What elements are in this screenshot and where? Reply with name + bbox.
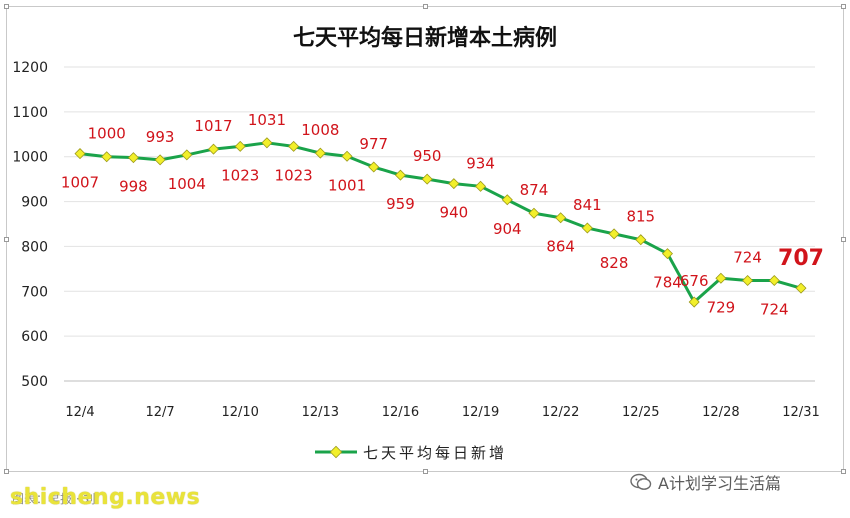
data-label: 1004 <box>168 175 206 193</box>
x-tick-label: 12/31 <box>782 405 819 420</box>
data-point-marker <box>635 234 647 246</box>
data-label: 828 <box>600 254 629 272</box>
wechat-watermark: A计划学习生活篇 <box>630 470 781 494</box>
resize-handle-bottom-left[interactable] <box>4 469 9 474</box>
data-label: 904 <box>493 220 522 238</box>
x-tick-label: 12/16 <box>382 405 419 420</box>
resize-handle-top-right[interactable] <box>841 4 846 9</box>
data-label: 784 <box>653 274 682 292</box>
x-tick-label: 12/10 <box>221 405 258 420</box>
data-label: 729 <box>707 298 736 316</box>
chart-title: 七天平均每日新增本土病例 <box>293 25 557 51</box>
y-tick-label: 1000 <box>12 150 48 166</box>
legend: 七天平均每日新增 <box>315 444 507 462</box>
data-label: 940 <box>440 204 469 222</box>
data-label: 864 <box>546 238 575 256</box>
data-label: 841 <box>573 196 602 214</box>
data-label: 1001 <box>328 176 366 194</box>
data-label: 1023 <box>221 166 259 184</box>
data-label: 815 <box>626 208 655 226</box>
data-point-marker <box>528 207 540 219</box>
data-point-marker <box>261 137 273 149</box>
data-point-marker <box>181 149 193 161</box>
wechat-account-name: A计划学习生活篇 <box>658 474 781 493</box>
data-label: 676 <box>680 272 709 290</box>
x-tick-label: 12/22 <box>542 405 579 420</box>
data-point-marker <box>581 222 593 234</box>
data-label: 724 <box>760 301 789 319</box>
y-tick-label: 500 <box>21 374 48 390</box>
data-point-marker <box>768 275 780 287</box>
resize-handle-left[interactable] <box>4 237 9 242</box>
data-label: 1023 <box>275 166 313 184</box>
data-point-marker <box>101 151 113 163</box>
resize-handle-bottom[interactable] <box>423 469 428 474</box>
data-point-marker <box>154 154 166 166</box>
data-point-marker <box>341 150 353 162</box>
x-tick-label: 12/13 <box>302 405 339 420</box>
chart-frame <box>4 4 846 474</box>
data-point-marker <box>742 275 754 287</box>
series-line <box>74 137 807 308</box>
data-label: 724 <box>733 249 762 267</box>
data-point-marker <box>74 148 86 160</box>
data-point-marker <box>314 147 326 159</box>
resize-handle-right[interactable] <box>841 237 846 242</box>
series-line-path <box>79 141 802 304</box>
resize-handle-top[interactable] <box>423 4 428 9</box>
data-point-marker <box>501 194 513 206</box>
legend-marker-swatch <box>329 445 343 459</box>
data-label: 1008 <box>301 121 339 139</box>
data-labels: 1007 1000 998 993 1004 1017 1023 1031 1023 1008 10… <box>61 111 824 319</box>
x-tick-label: 12/4 <box>65 405 94 420</box>
data-point-marker <box>608 228 620 240</box>
data-point-marker <box>368 161 380 173</box>
data-label: 1017 <box>194 117 232 135</box>
data-point-marker <box>715 272 727 284</box>
data-point-marker <box>448 178 460 190</box>
data-point-marker <box>394 169 406 181</box>
y-tick-label: 800 <box>21 239 48 255</box>
legend-label: 七天平均每日新增 <box>363 444 507 462</box>
site-watermark: shicheng.news <box>10 485 201 510</box>
wechat-icon <box>630 473 652 490</box>
resize-handle-bottom-right[interactable] <box>841 469 846 474</box>
x-tick-label: 12/19 <box>462 405 499 420</box>
data-point-marker <box>688 296 700 308</box>
x-tick-label: 12/7 <box>146 405 175 420</box>
data-label: 959 <box>386 195 415 213</box>
y-tick-label: 1200 <box>12 60 48 76</box>
data-label: 998 <box>119 178 148 196</box>
data-label: 977 <box>359 135 388 153</box>
data-label: 934 <box>466 154 495 172</box>
data-label: 1031 <box>248 111 286 129</box>
data-label-latest: 707 <box>778 246 824 271</box>
data-point-marker <box>288 140 300 152</box>
data-point-marker <box>795 282 807 294</box>
data-point-marker <box>234 140 246 152</box>
data-point-marker <box>555 212 567 224</box>
y-tick-label: 900 <box>21 195 48 211</box>
data-label: 1007 <box>61 174 99 192</box>
data-label: 950 <box>413 147 442 165</box>
axes: 500 600 700 800 900 1000 1100 1200 12/4 12/7 12/10… <box>12 60 819 420</box>
y-tick-label: 600 <box>21 329 48 345</box>
data-point-marker <box>661 248 673 260</box>
data-point-marker <box>127 152 139 164</box>
x-tick-label: 12/25 <box>622 405 659 420</box>
data-point-marker <box>421 173 433 185</box>
y-tick-label: 700 <box>21 284 48 300</box>
resize-handle-top-left[interactable] <box>4 4 9 9</box>
data-point-marker <box>475 180 487 192</box>
data-label: 1000 <box>88 125 126 143</box>
source-caption: 图表：早报 · 刘 <box>12 492 96 506</box>
x-tick-label: 12/28 <box>702 405 739 420</box>
data-label: 993 <box>146 128 175 146</box>
y-tick-label: 1100 <box>12 105 48 121</box>
data-label: 874 <box>520 181 549 199</box>
data-point-marker <box>208 143 220 155</box>
